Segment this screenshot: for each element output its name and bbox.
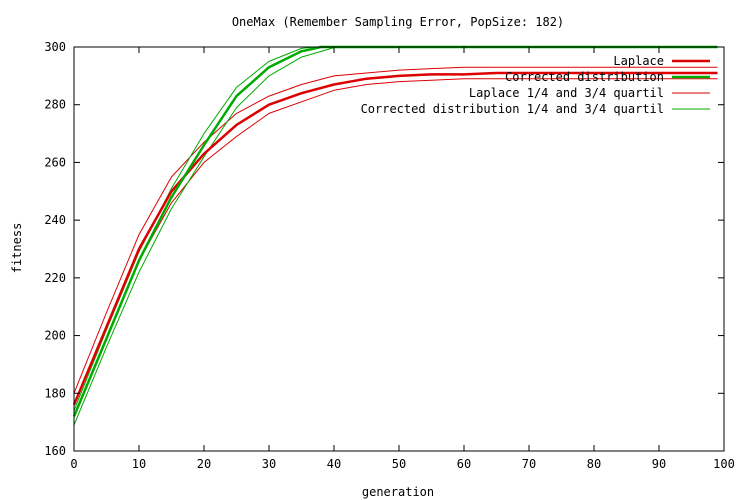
y-tick-label: 200 [44,329,66,343]
x-tick-label: 80 [587,457,601,471]
x-tick-label: 10 [132,457,146,471]
legend: Laplace Corrected distribution Laplace 1/4… [361,54,710,116]
x-tick-label: 70 [522,457,536,471]
x-tick-label: 30 [262,457,276,471]
y-tick-label: 180 [44,386,66,400]
x-axis-label: generation [362,485,434,499]
axes: 0 10 20 30 40 50 60 70 80 90 100 160 180 200 220 240 260… [44,40,735,471]
y-tick-label: 260 [44,155,66,169]
y-tick-label: 220 [44,271,66,285]
x-tick-label: 50 [392,457,406,471]
x-tick-label: 0 [70,457,77,471]
legend-label: Laplace [613,54,664,68]
y-tick-label: 160 [44,444,66,458]
x-tick-label: 40 [327,457,341,471]
plot-frame [73,46,725,452]
x-tick-label: 100 [713,457,735,471]
series-0-line [72,71,718,406]
y-tick-label: 300 [44,40,66,54]
x-tick-label: 90 [652,457,666,471]
legend-label: Corrected distribution [505,70,664,84]
legend-label: Laplace 1/4 and 3/4 quartil [469,86,664,100]
chart-title: OneMax (Remember Sampling Error, PopSize… [232,15,564,29]
y-tick-label: 240 [44,213,66,227]
y-axis-label: fitness [10,223,24,274]
legend-label: Corrected distribution 1/4 and 3/4 quart… [361,102,664,116]
x-tick-label: 60 [457,457,471,471]
series-2-line-0 [73,66,718,394]
series-2-line-1 [73,78,718,417]
y-tick-label: 280 [44,98,66,112]
x-tick-label: 20 [197,457,211,471]
